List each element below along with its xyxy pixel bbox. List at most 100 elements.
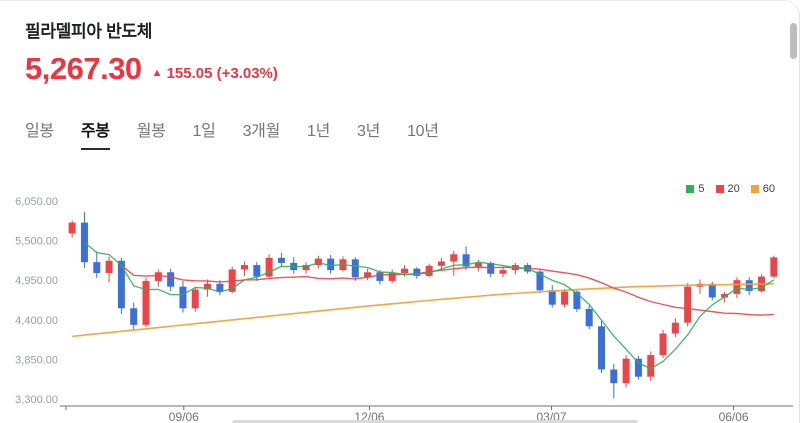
- candle-body: [93, 262, 101, 273]
- candles: [68, 211, 778, 399]
- legend-ma60: 60: [750, 183, 775, 195]
- x-axis-label: 12/06: [354, 410, 384, 423]
- candle: [659, 329, 667, 358]
- y-axis-label: 3,300.00: [15, 394, 58, 406]
- candle-body: [634, 358, 642, 377]
- candle: [499, 267, 507, 278]
- up-arrow-icon: ▲: [151, 67, 163, 79]
- candle: [167, 268, 175, 291]
- candle-body: [364, 272, 372, 278]
- price-row: 5,267.30 ▲ 155.05 (+3.03%): [25, 53, 278, 84]
- candle-body: [561, 291, 569, 305]
- candle-body: [610, 369, 618, 384]
- legend-swatch-ma60: [750, 185, 759, 193]
- tab-monthly[interactable]: 월봉: [136, 123, 166, 140]
- candle-body: [684, 286, 692, 323]
- candle: [425, 263, 433, 278]
- candle-body: [216, 283, 224, 292]
- candle: [130, 302, 138, 330]
- price-change: ▲ 155.05 (+3.03%): [152, 66, 278, 84]
- candle: [179, 280, 187, 313]
- candle-body: [68, 222, 76, 234]
- legend-label-ma60: 60: [762, 183, 775, 195]
- candle-body: [154, 272, 162, 281]
- bottom-scrollbar[interactable]: [232, 420, 638, 423]
- tab-1day[interactable]: 1일: [192, 123, 216, 140]
- tab-10years[interactable]: 10년: [407, 123, 439, 140]
- legend-ma5: 5: [686, 183, 705, 195]
- y-axis-label: 6,050.00: [15, 196, 58, 208]
- candle-body: [745, 280, 753, 291]
- candle: [277, 252, 285, 267]
- candle-body: [708, 283, 716, 298]
- candle-body: [265, 257, 273, 277]
- candle-body: [204, 283, 212, 290]
- candle: [511, 262, 519, 275]
- y-axis-label: 4,950.00: [15, 275, 58, 287]
- candle-body: [302, 265, 310, 271]
- candle-body: [499, 270, 507, 274]
- candle: [68, 220, 76, 238]
- candle-body: [167, 272, 175, 287]
- candle-body: [437, 261, 445, 266]
- candle-body: [733, 280, 741, 294]
- tab-daily[interactable]: 일봉: [25, 123, 54, 140]
- x-axis-label: 09/06: [169, 410, 199, 423]
- candle: [314, 255, 322, 269]
- tab-weekly[interactable]: 주봉: [80, 117, 110, 150]
- tab-3years[interactable]: 3년: [357, 123, 381, 140]
- candle-body: [191, 289, 199, 309]
- ma60-line: [72, 283, 774, 338]
- legend-label-ma20: 20: [727, 183, 740, 195]
- candle-body: [376, 272, 384, 281]
- y-axis-label: 3,850.00: [15, 354, 58, 366]
- candle: [265, 254, 273, 279]
- change-text: 155.05 (+3.03%): [166, 65, 278, 82]
- candle-body: [130, 308, 138, 325]
- candle: [290, 257, 298, 274]
- candle-body: [548, 290, 556, 305]
- candle: [696, 279, 704, 294]
- candle-body: [401, 268, 409, 273]
- candle: [585, 305, 593, 330]
- ma5-line: [84, 241, 775, 370]
- tab-1year[interactable]: 1년: [307, 123, 331, 140]
- ma20-line: [120, 264, 774, 316]
- candle: [117, 257, 125, 315]
- price-chart[interactable]: 6,050.00 5,500.00 4,950.00 4,400.00 3,850.00…: [0, 181, 800, 423]
- candle: [437, 257, 445, 271]
- candle: [327, 255, 335, 274]
- candle-body: [573, 291, 581, 309]
- candle-body: [462, 254, 470, 267]
- candle: [745, 277, 753, 296]
- candle-body: [241, 265, 248, 270]
- candle: [413, 267, 421, 279]
- current-price: 5,267.30: [25, 51, 142, 86]
- candle-body: [105, 260, 113, 273]
- candle-body: [179, 286, 187, 309]
- candle: [142, 278, 150, 327]
- x-axis-label: 06/06: [719, 410, 749, 423]
- candle: [154, 269, 162, 287]
- candle: [622, 355, 630, 388]
- candle-body: [474, 262, 482, 267]
- candle-body: [659, 333, 667, 356]
- page-title: 필라델피아 반도체: [25, 22, 153, 41]
- period-tabs: 일봉 주봉 월봉 1일 3개월 1년 3년 10년: [25, 117, 439, 150]
- candle: [770, 255, 778, 279]
- candle-body: [585, 309, 593, 327]
- candle: [93, 251, 101, 279]
- scrollbar-thumb[interactable]: [790, 23, 797, 59]
- candle: [364, 268, 372, 281]
- candle: [610, 363, 618, 399]
- tab-3months[interactable]: 3개월: [242, 123, 281, 140]
- legend-swatch-ma5: [686, 185, 695, 193]
- candle-body: [117, 260, 125, 309]
- legend-swatch-ma20: [715, 185, 724, 193]
- candle-body: [647, 355, 655, 377]
- candle: [450, 250, 458, 276]
- candle-body: [536, 271, 544, 291]
- x-axis-label: 03/07: [537, 410, 567, 423]
- candle: [302, 262, 310, 274]
